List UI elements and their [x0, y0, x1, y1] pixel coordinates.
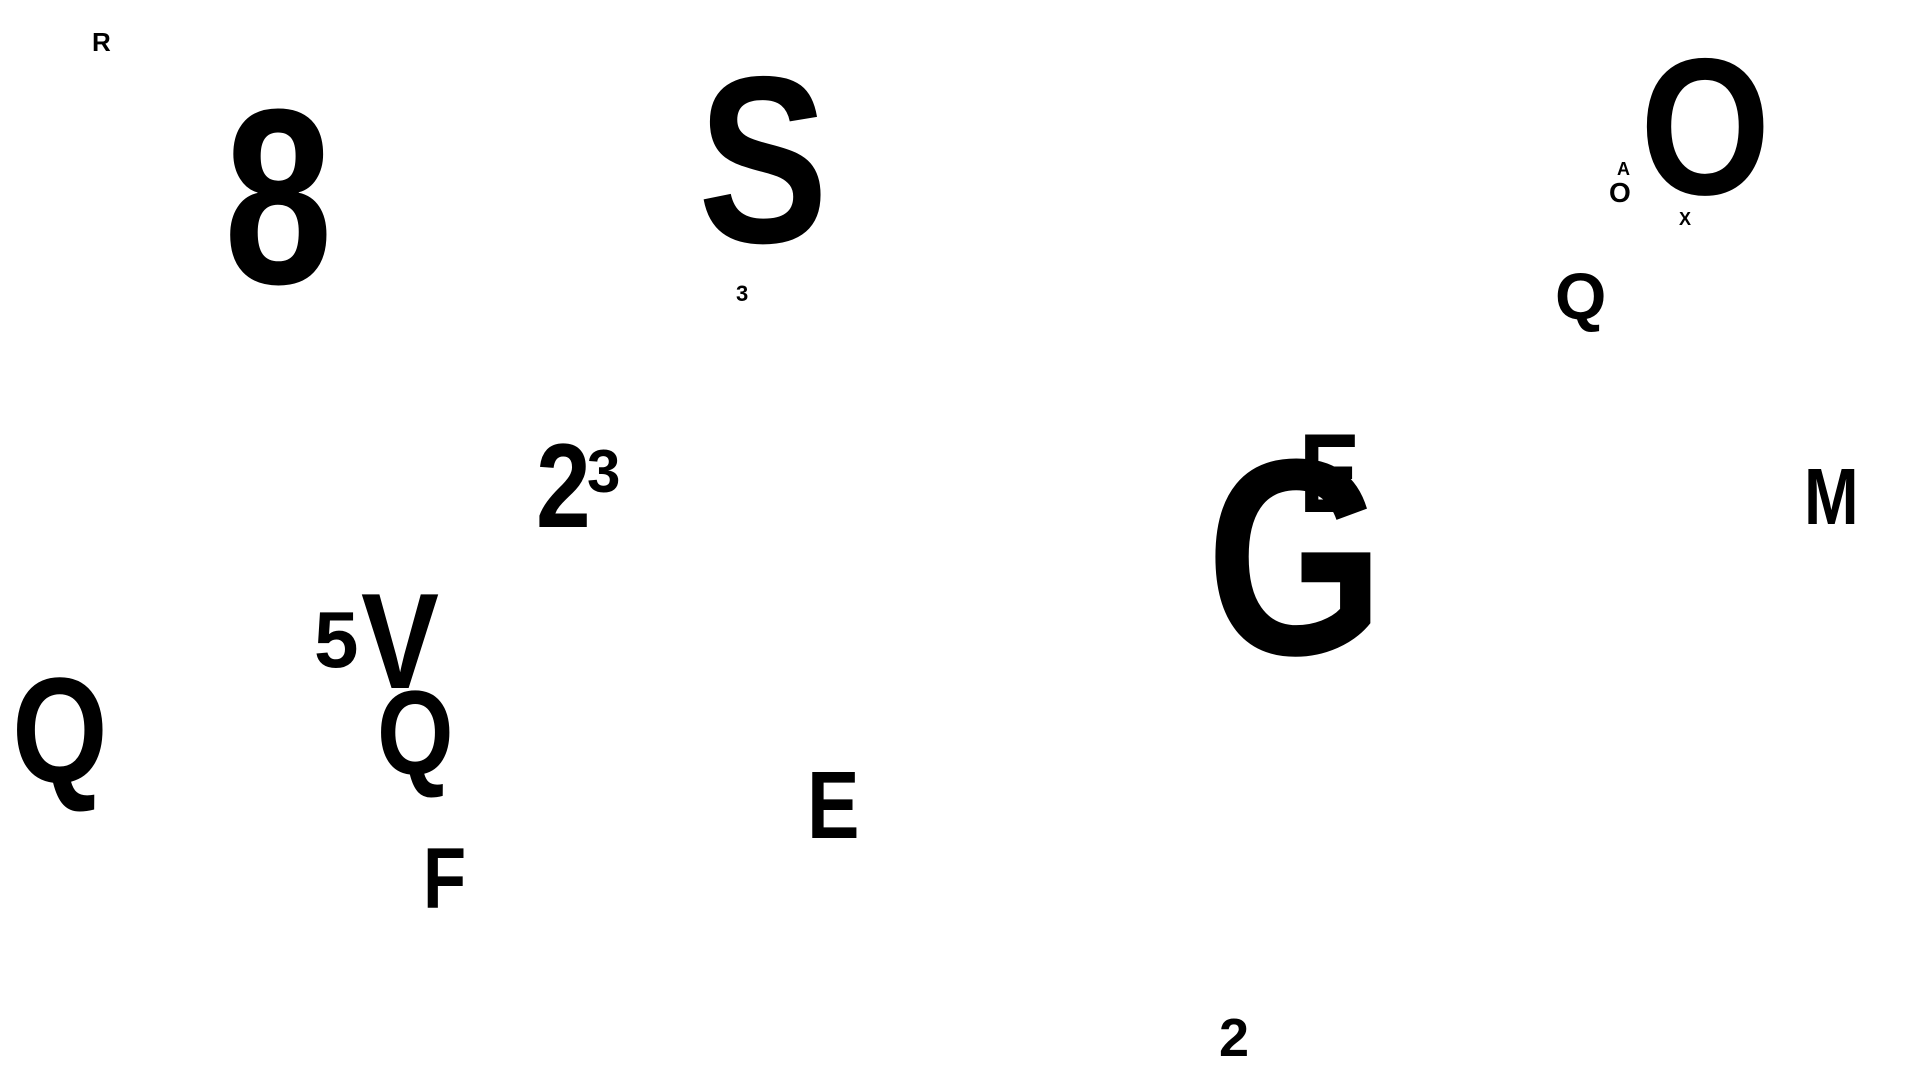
glyph-x-tiny: X — [1679, 209, 1692, 229]
glyph-eight: 8 — [224, 57, 333, 336]
glyph-f: F — [423, 831, 467, 927]
glyph-q-mid: Q — [377, 666, 454, 800]
glyph-s: S — [698, 28, 829, 293]
glyph-e-lower: E — [807, 752, 860, 859]
glyph-g-large: G — [1206, 402, 1385, 714]
glyph-o-large: O — [1640, 18, 1771, 236]
glyph-q-upper-right: Q — [1555, 259, 1607, 333]
glyph-v: V — [361, 565, 440, 717]
glyph-three-mid: 3 — [587, 438, 621, 505]
glyph-o-small: O — [1609, 177, 1631, 208]
glyph-m: M — [1804, 452, 1859, 541]
glyph-e-overlap: E — [1299, 411, 1361, 536]
glyph-r: R — [92, 27, 111, 57]
glyph-five: 5 — [314, 595, 359, 684]
glyph-a-tiny: A — [1617, 159, 1630, 179]
glyph-two-mid: 2 — [536, 419, 591, 553]
glyph-q-left: Q — [12, 646, 108, 814]
glyph-three-small: 3 — [736, 281, 749, 306]
glyph-two-bottom: 2 — [1219, 1008, 1250, 1068]
